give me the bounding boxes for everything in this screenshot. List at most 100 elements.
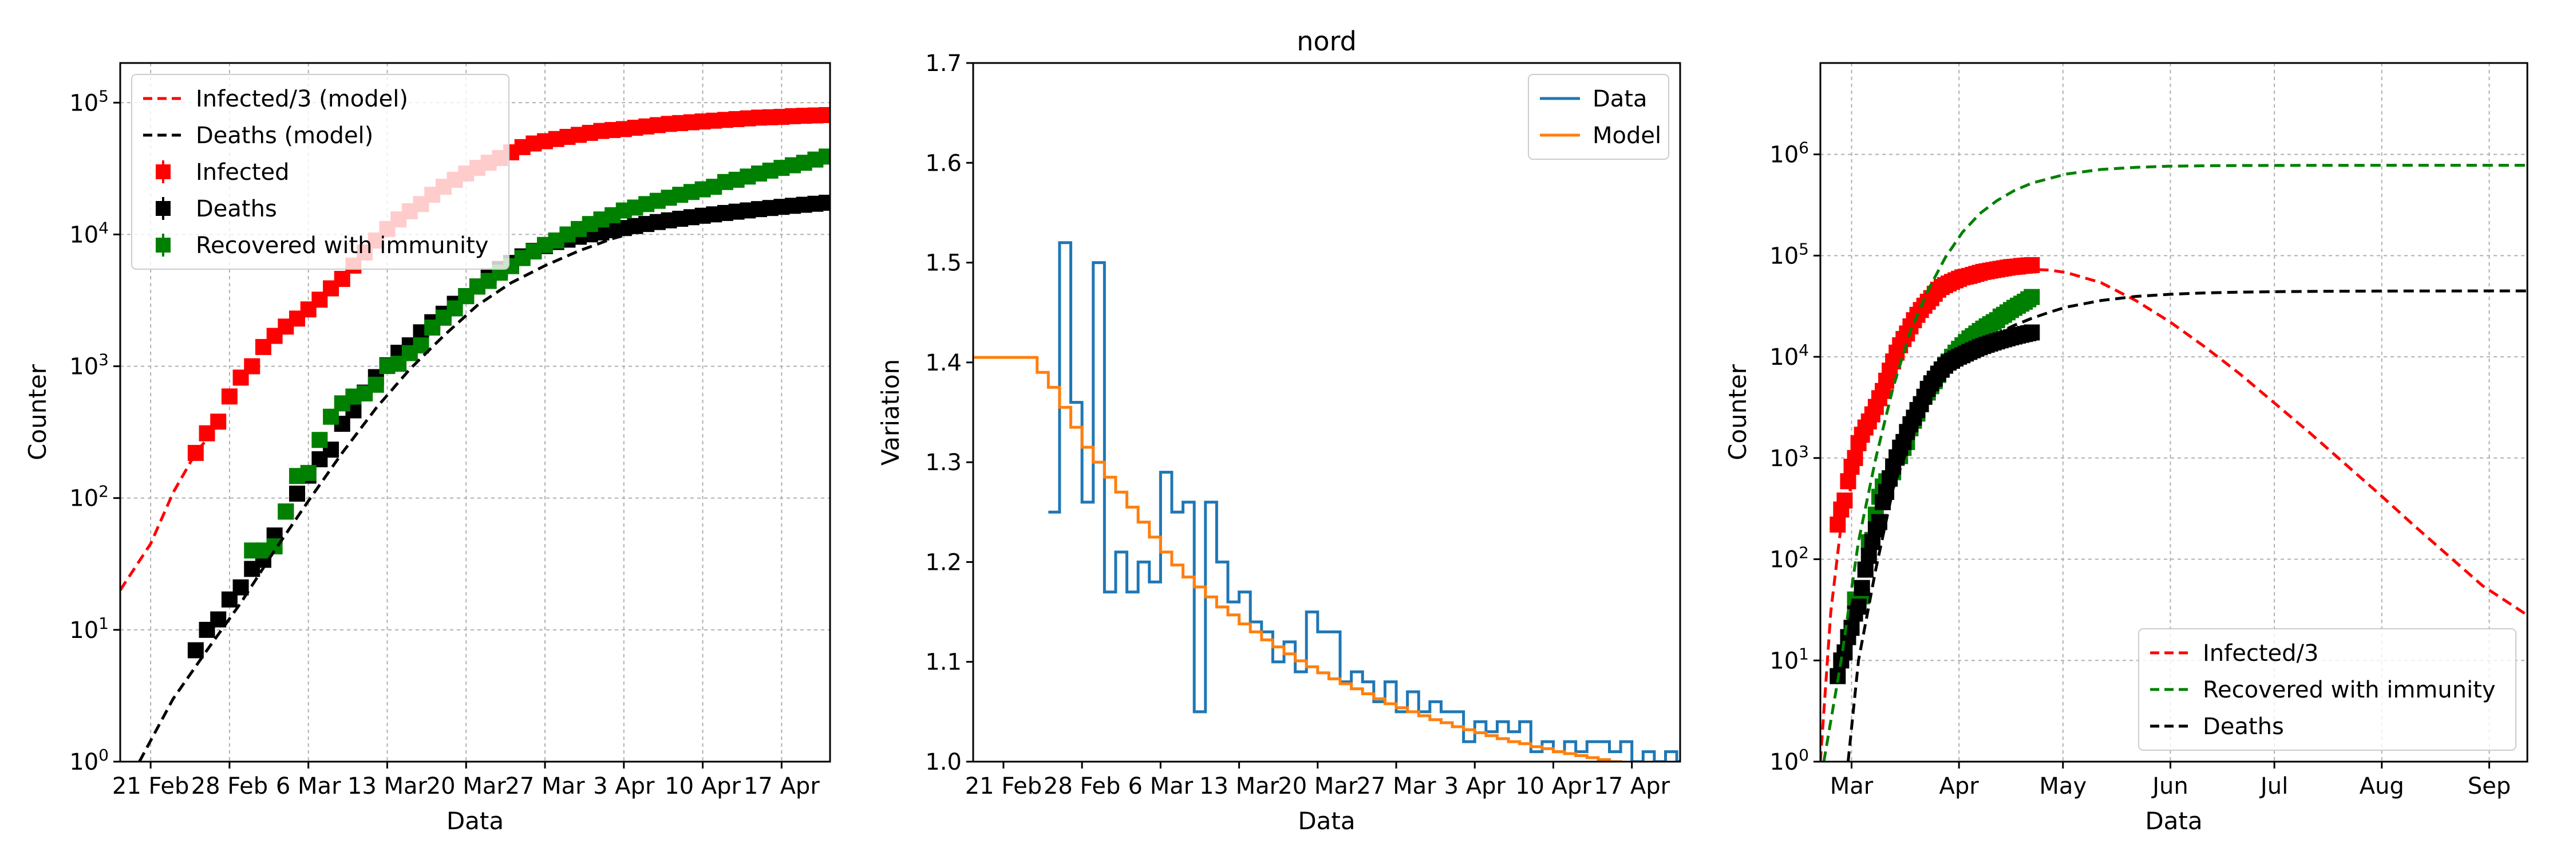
data-point [311,432,328,448]
x-tick-label: Jul [2259,773,2288,799]
x-axis-label: Data [2145,807,2202,835]
y-axis-label: Counter [23,364,52,460]
x-tick-label: 6 Mar [276,773,341,799]
data-point [1860,547,1877,564]
data-point [1850,598,1867,615]
y-tick-label: 104 [69,218,109,248]
x-tick-label: Mar [1830,773,1874,799]
x-tick-label: 20 Mar [426,773,507,799]
series-line [1820,267,2527,762]
x-tick-label: 3 Apr [1444,773,1506,799]
x-tick-label: 10 Apr [1515,773,1591,799]
chart-panel-3: Mar Apr May Jun Jul Aug Sep 100 101 102 103 104 105 1… [1724,62,2528,835]
axes-frame [119,62,831,763]
x-tick-label: 13 Mar [347,773,428,799]
y-tick-label: 104 [1769,341,1809,371]
y-tick-label: 100 [1769,746,1809,775]
series-line [120,438,208,591]
legend-label: Deaths (model) [196,123,373,149]
x-tick-label: 3 Apr [593,773,655,799]
legend-label: Recovered with immunity [196,233,488,259]
series-line [138,199,830,762]
data-point [221,388,238,405]
legend-marker [156,238,171,253]
data-point [244,358,260,375]
legend: Data Model [1528,74,1669,160]
legend-label: Recovered with immunity [2203,677,2495,703]
data-point [289,486,306,502]
y-tick-label: 103 [69,350,109,380]
y-tick-label: 106 [1769,139,1809,168]
x-tick-label: 17 Apr [744,773,820,799]
data-point [413,337,429,354]
x-axis-label: Data [1298,807,1355,835]
y-tick-label: 1.5 [925,250,962,277]
data-point [1857,561,1874,578]
legend-box [131,74,509,270]
y-tick-label: 1.7 [925,50,962,77]
data-point [2024,324,2040,341]
legend-marker [156,201,171,216]
series-line [973,356,1622,762]
y-tick-label: 1.4 [925,350,962,376]
series-group [973,241,1680,762]
data-point [1840,473,1856,490]
y-tick-label: 1.6 [925,150,962,176]
series-group [1820,164,2527,762]
x-tick-label: 28 Feb [191,773,268,799]
series-line [1846,289,2527,762]
data-point [2024,289,2040,305]
y-tick-label: 1.0 [925,749,962,775]
legend-label: Model [1593,123,1661,149]
axes-frame [1819,62,2528,763]
y-tick-label: 102 [69,482,109,512]
data-point [1836,644,1853,661]
y-tick-label: 101 [69,614,109,644]
x-tick-label: Jun [2151,773,2188,799]
data-point [819,107,830,123]
data-point [323,408,339,425]
y-tick-label: 1.3 [925,450,962,476]
x-tick-label: Apr [1939,773,1980,799]
legend-label: Deaths [196,196,277,222]
y-axis-label: Variation [876,359,904,466]
x-tick-label: 17 Apr [1594,773,1670,799]
x-tick-label: 20 Mar [1278,773,1358,799]
series-line [1822,164,2527,762]
legend: Infected/3 Recovered with immunity Deaths [2138,628,2516,751]
legend-label: Infected/3 (model) [196,86,408,112]
axes-frame [972,62,1681,763]
x-tick-label: 21 Feb [965,773,1042,799]
chart-title: nord [1297,26,1357,57]
series-line [1048,241,1680,762]
y-tick-label: 101 [1769,644,1809,674]
x-tick-label: 27 Mar [1356,773,1436,799]
y-axis-label: Counter [1724,364,1752,460]
series-group [120,107,830,762]
y-tick-label: 1.2 [925,549,962,576]
legend-label: Data [1593,86,1647,112]
legend: Infected/3 (model) Deaths (model) Infected… [131,74,509,270]
y-tick-label: 103 [1769,442,1809,472]
data-point [368,376,384,393]
y-tick-label: 100 [69,746,109,775]
y-tick-label: 1.1 [925,649,962,676]
data-point [1854,580,1870,596]
x-tick-label: 13 Mar [1199,773,1279,799]
data-point [819,148,830,165]
y-tick-label: 102 [1769,543,1809,573]
legend-label: Infected [196,159,290,186]
x-tick-label: 6 Mar [1128,773,1194,799]
x-tick-label: 10 Apr [665,773,741,799]
x-tick-label: 21 Feb [112,773,189,799]
x-tick-label: 28 Feb [1044,773,1120,799]
legend-label: Deaths [2203,714,2284,740]
data-point [187,642,204,659]
legend-marker [156,164,171,179]
legend-box [2138,628,2516,751]
y-tick-label: 105 [1769,239,1809,269]
x-tick-label: Sep [2468,773,2511,799]
x-axis-label: Data [447,807,504,835]
